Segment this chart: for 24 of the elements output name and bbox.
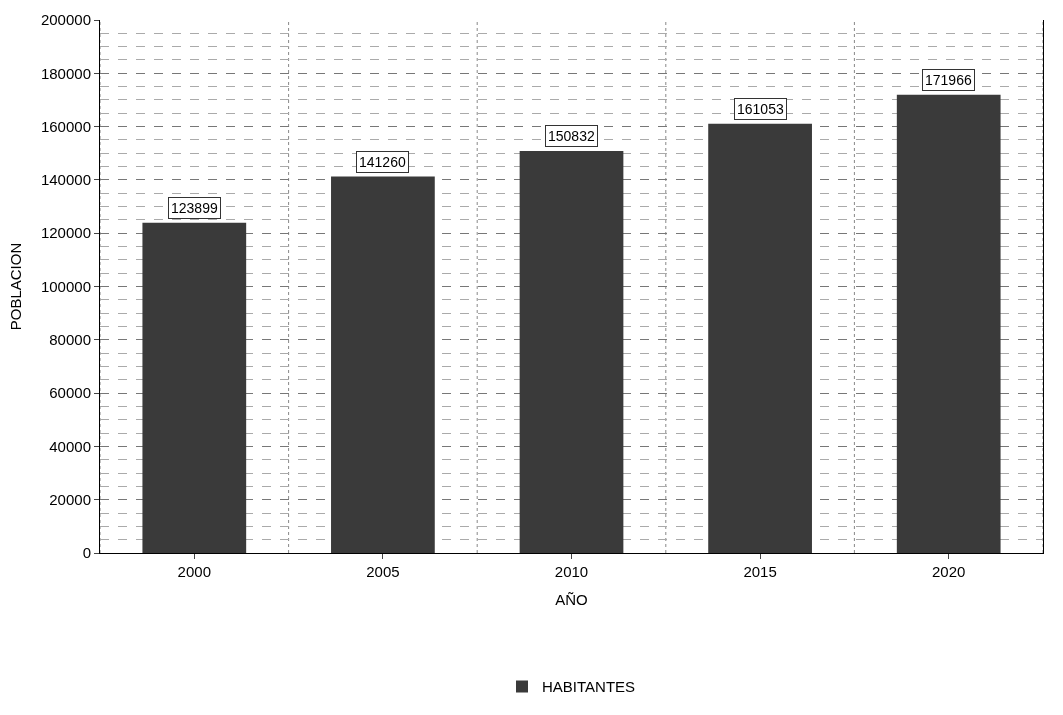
y-tick-label: 140000 (40, 171, 91, 189)
x-tick-label: 2010 (554, 563, 589, 580)
y-tick-label: 60000 (49, 384, 91, 402)
data-label: 161053 (737, 101, 784, 117)
y-tick-label: 200000 (40, 11, 91, 29)
y-tick-label: 40000 (49, 437, 91, 455)
legend-label: HABITANTES (542, 678, 636, 696)
x-tick-label: 2015 (743, 563, 777, 580)
x-tick-label: 2020 (932, 563, 966, 580)
data-label: 141260 (359, 154, 406, 170)
y-tick-label: 100000 (40, 277, 91, 295)
y-tick-label: 20000 (49, 490, 91, 508)
data-label: 123899 (171, 200, 218, 216)
y-axis-title: POBLACION (7, 242, 25, 331)
data-label: 171966 (925, 72, 972, 88)
y-tick-label: 80000 (49, 331, 91, 349)
data-label: 150832 (548, 128, 595, 144)
y-tick-label: 120000 (40, 224, 91, 242)
y-tick-label: 180000 (40, 64, 91, 82)
x-tick-label: 2005 (366, 563, 400, 580)
y-tick-label: 0 (82, 544, 91, 562)
x-axis-title: AÑO (555, 591, 588, 608)
y-tick-label: 160000 (40, 117, 91, 135)
x-tick-label: 2000 (177, 563, 211, 580)
